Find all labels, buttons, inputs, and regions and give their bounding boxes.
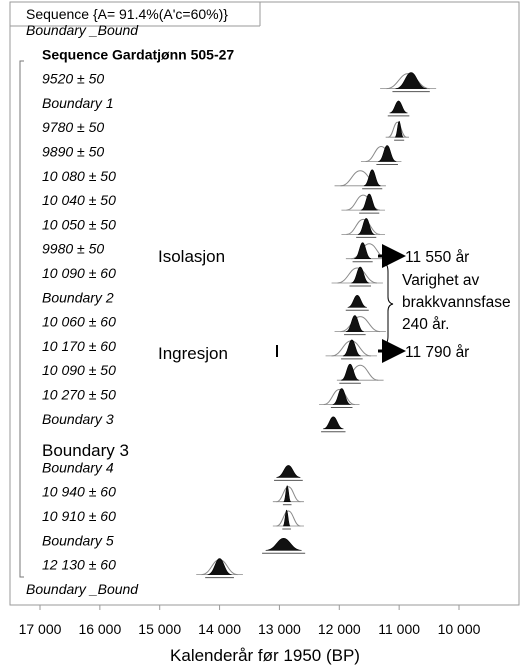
prior-dist-2 [386, 73, 430, 90]
posterior-dist-2 [395, 72, 427, 89]
x-tick-label-3: 14 000 [198, 621, 241, 637]
row-label-13: 10 170 ± 60 [42, 338, 116, 354]
row-label-19: 10 940 ± 60 [42, 484, 116, 500]
x-tick-label-6: 11 000 [378, 621, 420, 637]
row-label-18: Boundary 4 [42, 459, 114, 475]
posterior-dist-3 [389, 100, 408, 114]
row-label-9: 9980 ± 50 [42, 241, 104, 257]
posterior-dist-12 [345, 315, 364, 332]
row-label-12: 10 060 ± 60 [42, 314, 116, 330]
sequence-header: Sequence {A= 91.4%(A'c=60%)} [26, 6, 228, 22]
x-axis-title: Kalenderår før 1950 (BP) [170, 646, 360, 665]
row-label-0: Boundary _Bound [26, 22, 139, 38]
posterior-dist-4 [394, 120, 404, 138]
row-label-22: 12 130 ± 60 [42, 557, 116, 573]
posterior-dist-22 [207, 558, 232, 575]
posterior-dist-21 [265, 537, 302, 551]
prior-dist-12 [340, 316, 381, 333]
row-label-3: Boundary 1 [42, 95, 114, 111]
posterior-dist-5 [378, 145, 397, 162]
row-label-6: 10 080 ± 50 [42, 168, 116, 184]
row-label-5: 9890 ± 50 [42, 144, 104, 160]
posterior-dist-10 [351, 266, 370, 284]
row-label-11: Boundary 2 [42, 289, 114, 305]
posterior-dist-9 [354, 242, 372, 259]
prior-dist-8 [346, 218, 381, 235]
posterior-dist-15 [332, 388, 351, 405]
posterior-dist-7 [360, 193, 378, 211]
row-label-16: Boundary 3 [42, 411, 114, 427]
row-label-21: Boundary 5 [42, 532, 114, 548]
duration-brace [382, 262, 394, 346]
annotation-isolasjon: Isolasjon [158, 247, 225, 266]
posterior-dist-19 [283, 485, 292, 502]
x-tick-label-4: 13 000 [258, 621, 301, 637]
row-label-7: 10 040 ± 50 [42, 192, 116, 208]
x-tick-label-1: 16 000 [78, 621, 121, 637]
prior-dist-10 [337, 267, 378, 284]
rows: Boundary _Bound Sequence Gardatjønn 505-2… [26, 22, 437, 597]
age-label-bottom: 11 790 år [405, 344, 469, 361]
posterior-dist-11 [347, 294, 367, 308]
posterior-dist-14 [340, 363, 360, 381]
posterior-dist-18 [276, 465, 301, 478]
prior-dist-15 [323, 388, 355, 405]
duration-line-2: brakkvannsfase [402, 294, 511, 311]
annotation-vedde: Boundary 3 [42, 441, 129, 460]
age-label-top: 11 550 år [405, 249, 469, 266]
x-tick-label-7: 10 000 [438, 621, 481, 637]
sequence-bracket [19, 60, 24, 578]
annotation-ingresjon: Ingresjon [158, 344, 228, 363]
posterior-dist-8 [357, 218, 375, 235]
x-axis: 17 000 16 000 15 000 14 000 13 000 12 000 11 0… [10, 604, 519, 637]
row-label-4: 9780 ± 50 [42, 119, 104, 135]
row-label-1: Sequence Gardatjønn 505-27 [42, 46, 234, 62]
row-label-8: 10 050 ± 50 [42, 216, 116, 232]
posterior-dist-20 [282, 509, 291, 527]
row-label-23: Boundary _Bound [26, 581, 139, 597]
row-label-15: 10 270 ± 50 [42, 387, 116, 403]
row-label-20: 10 910 ± 60 [42, 508, 116, 524]
prior-dist-19 [276, 486, 301, 503]
posterior-dist-6 [363, 169, 381, 187]
prior-dist-4 [388, 121, 407, 138]
row-label-2: 9520 ± 50 [42, 71, 104, 87]
duration-line-3: 240 år. [402, 316, 449, 333]
prior-dist-20 [276, 510, 301, 527]
duration-line-1: Varighet av [402, 272, 480, 289]
x-tick-label-5: 12 000 [318, 621, 361, 637]
x-tick-label-2: 15 000 [138, 621, 181, 637]
row-label-14: 10 090 ± 50 [42, 362, 116, 378]
posterior-dist-16 [323, 416, 344, 430]
x-tick-label-0: 17 000 [19, 621, 62, 637]
row-label-10: 10 090 ± 60 [42, 265, 116, 281]
posterior-dist-13 [342, 339, 361, 357]
